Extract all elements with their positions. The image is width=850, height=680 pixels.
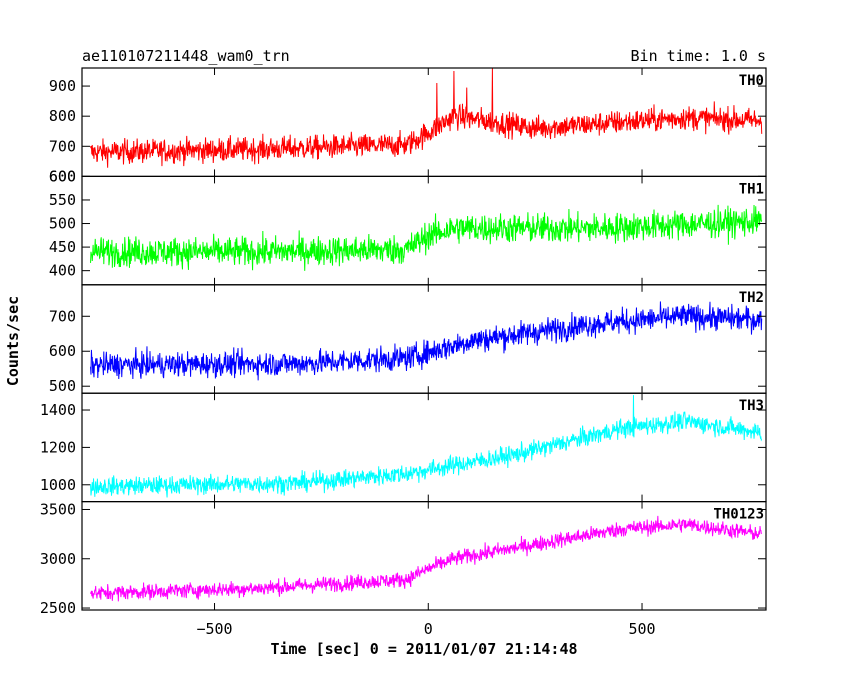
series-line-th3 (90, 395, 763, 498)
panel-th3: 1000 1200 1400 TH3 (40, 392, 767, 503)
panel-th2: 500 600 700 TH2 (49, 284, 767, 395)
panel-label-th0123: TH0123 (713, 507, 764, 523)
x-tick-label: −500 (196, 620, 232, 638)
y-tick-label-th2: 600 (49, 342, 76, 360)
y-tick-label-th1: 500 (49, 215, 76, 233)
observation-title: ae110107211448_wam0_trn (82, 47, 290, 65)
y-tick-label-th1: 600 (49, 167, 76, 185)
y-tick-label-th3: 1400 (40, 401, 76, 419)
y-tick-label-th1: 400 (49, 262, 76, 280)
y-tick-label-th0: 700 (49, 137, 76, 155)
bin-time-label: Bin time: 1.0 s (631, 47, 766, 65)
panel-frame-th1 (81, 175, 767, 286)
x-axis: −500 0 500 (196, 620, 655, 638)
y-tick-label-th0: 600 (49, 167, 76, 185)
panel-th1: 400 450 500 550 600 TH1 (49, 167, 767, 286)
panel-frame-th0123 (81, 501, 767, 611)
y-tick-label-th0123: 3500 (40, 500, 76, 518)
x-tick-label: 500 (628, 620, 655, 638)
y-tick-label-th1: 450 (49, 238, 76, 256)
panel-th0: 600 700 800 900 TH0 (49, 67, 767, 185)
panel-label-th0: TH0 (739, 73, 764, 89)
y-tick-label-th2: 700 (49, 307, 76, 325)
y-tick-label-th0: 900 (49, 77, 76, 95)
series-line-th2 (90, 301, 763, 381)
x-tick-label: 0 (424, 620, 433, 638)
panel-label-th1: TH1 (739, 181, 764, 197)
panel-label-th2: TH2 (739, 290, 764, 306)
y-tick-label-th3: 1200 (40, 438, 76, 456)
series-line-th0 (90, 68, 763, 168)
panel-label-th3: TH3 (739, 398, 764, 414)
panel-th0123: 2500 3000 3500 TH0123 (40, 500, 767, 617)
y-tick-label-th0123: 3000 (40, 550, 76, 568)
panel-frame-th2 (81, 284, 767, 394)
y-tick-label-th3: 1000 (40, 476, 76, 494)
x-axis-title: Time [sec] 0 = 2011/01/07 21:14:48 (270, 640, 577, 658)
y-axis-title: Counts/sec (4, 296, 22, 386)
y-tick-label-th0123: 2500 (40, 599, 76, 617)
series-line-th0123 (90, 515, 763, 602)
y-tick-label-th1: 550 (49, 191, 76, 209)
series-line-th1 (90, 204, 763, 271)
y-tick-label-th2: 500 (49, 377, 76, 395)
y-tick-label-th0: 800 (49, 107, 76, 125)
